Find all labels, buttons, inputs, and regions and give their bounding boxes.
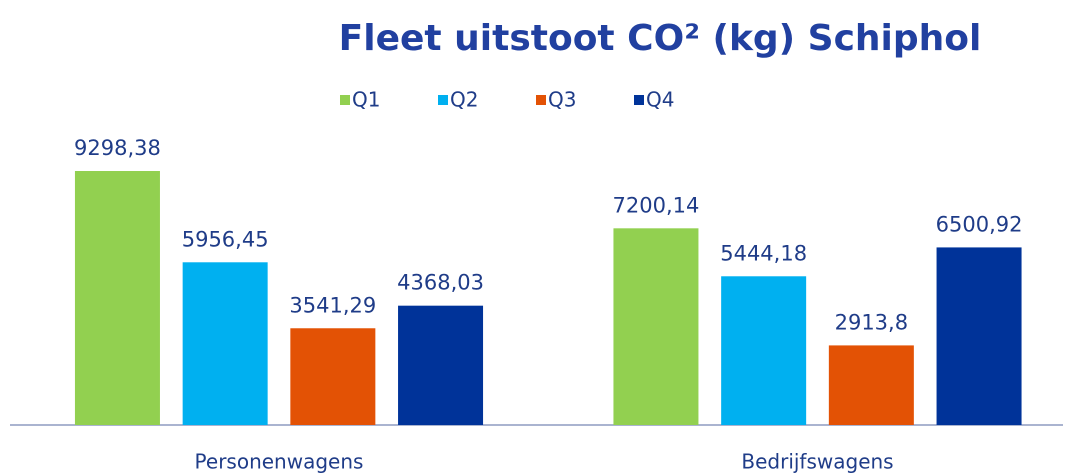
legend-label: Q4 [646, 88, 674, 112]
legend-label: Q1 [352, 88, 380, 112]
data-label: 5444,18 [720, 241, 807, 265]
legend-swatch [634, 95, 644, 105]
legend-swatch [536, 95, 546, 105]
legend-swatch [438, 95, 448, 105]
bar [721, 276, 807, 425]
legend-swatch [340, 95, 350, 105]
chart-title: Fleet uitstoot CO² (kg) Schiphol [339, 18, 982, 59]
data-label: 9298,38 [74, 136, 161, 160]
data-label: 4368,03 [397, 271, 484, 295]
legend-label: Q3 [548, 88, 576, 112]
data-label: 2913,8 [835, 310, 908, 334]
data-label: 3541,29 [289, 293, 376, 317]
data-label: 7200,14 [613, 193, 700, 217]
bar [398, 305, 484, 425]
data-label: 6500,92 [936, 212, 1023, 236]
bar [936, 247, 1022, 425]
bar [828, 345, 914, 425]
data-label: 5956,45 [182, 227, 269, 251]
legend-label: Q2 [450, 88, 478, 112]
bar [74, 171, 160, 425]
bar [613, 228, 699, 425]
x-tick-label: Bedrijfswagens [741, 450, 893, 474]
bar [290, 328, 376, 425]
bar [182, 262, 268, 425]
x-tick-label: Personenwagens [195, 450, 364, 474]
